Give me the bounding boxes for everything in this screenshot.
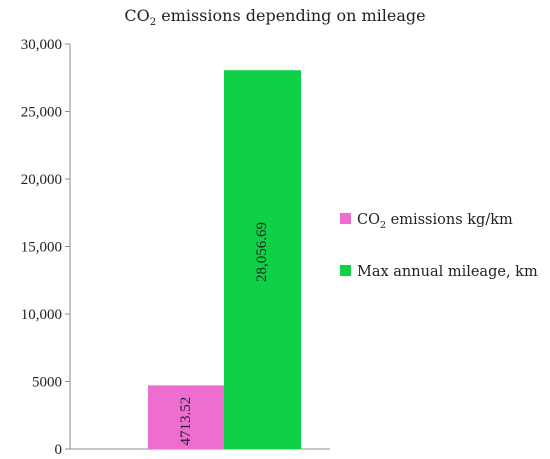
legend-item-co2-emissions: CO2 emissions kg/km (340, 212, 513, 231)
y-tick-label: 10,000 (21, 307, 62, 323)
bar-1 (224, 70, 301, 450)
y-tick-label: 0 (55, 442, 63, 458)
y-tick-label: 30,000 (21, 37, 62, 53)
bar-0 (148, 385, 225, 449)
y-tick-label: 15,000 (21, 240, 62, 256)
chart-title: CO2 emissions depending on mileage (124, 6, 426, 29)
legend-swatch-co2 (340, 213, 351, 224)
y-tick-label: 5000 (32, 375, 62, 391)
y-tick-label: 25,000 (21, 105, 62, 121)
bar-data-label: 4713.52 (178, 397, 194, 446)
y-tick-label: 20,000 (21, 172, 62, 188)
legend-swatch-mileage (340, 265, 351, 276)
bar-data-label: 28,056.69 (254, 222, 270, 282)
legend-item-max-annual-mileage: Max annual mileage, km (340, 264, 538, 280)
